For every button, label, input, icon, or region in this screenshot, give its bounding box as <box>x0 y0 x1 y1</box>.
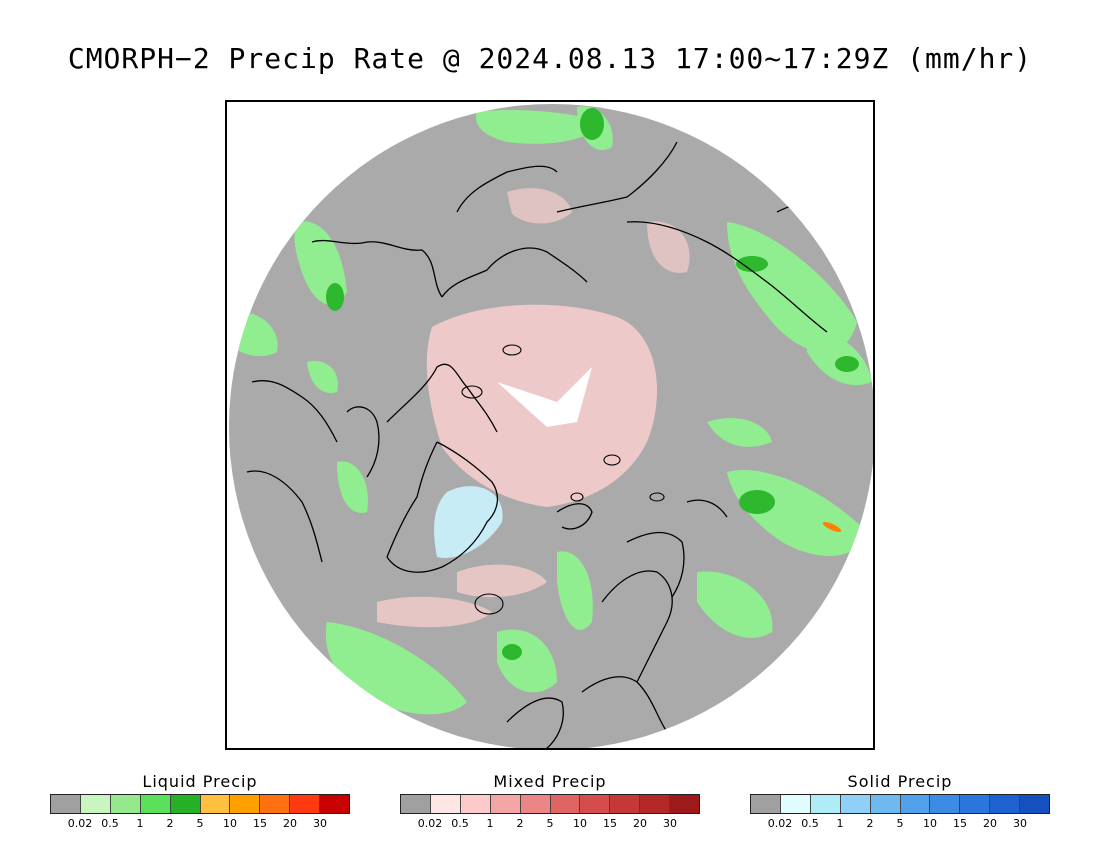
legend-tick-label: 2 <box>166 817 174 830</box>
liquid-precip-core <box>822 521 842 533</box>
legend-tick-label: 20 <box>983 817 997 830</box>
legend-swatch <box>430 795 461 813</box>
legend-tick-label: 30 <box>1013 817 1027 830</box>
legend-liquid-swatches <box>50 794 350 814</box>
legend-mixed: Mixed Precip 0.02 0.5 1 2 5 10 15 20 30 <box>400 772 700 830</box>
legend-swatch <box>140 795 171 813</box>
liquid-precip-region <box>476 110 607 144</box>
legend-tick-label: 0.5 <box>101 817 119 830</box>
legend-tick-label: 10 <box>223 817 237 830</box>
legend-swatch <box>260 795 291 813</box>
liquid-precip-core <box>739 490 775 514</box>
legend-tick-label: 20 <box>633 817 647 830</box>
legend-liquid: Liquid Precip 0.02 0.5 1 2 5 10 15 20 30 <box>50 772 350 830</box>
legend-solid-ticks: 0.02 0.5 1 2 5 10 15 20 30 <box>750 814 1050 830</box>
legend-swatch <box>810 795 841 813</box>
legend-swatch <box>550 795 581 813</box>
legend-tick-label: 2 <box>866 817 874 830</box>
liquid-precip-region <box>337 461 368 513</box>
mixed-precip-region <box>457 564 547 598</box>
legend-tick-label: 10 <box>573 817 587 830</box>
mixed-precip-region <box>647 221 690 273</box>
legend-swatch <box>960 795 991 813</box>
legend-swatch <box>751 795 781 813</box>
legend-tick-label: 0.02 <box>67 817 93 830</box>
mixed-precip-region <box>377 596 492 628</box>
legend-swatch <box>870 795 901 813</box>
legend-tick-label: 1 <box>836 817 844 830</box>
polar-map-frame[interactable] <box>225 100 875 750</box>
legend-swatch <box>110 795 141 813</box>
legend-tick-label: 0.5 <box>801 817 819 830</box>
legend-mixed-title: Mixed Precip <box>493 772 607 791</box>
legend-swatch <box>80 795 111 813</box>
legend-tick-label: 20 <box>283 817 297 830</box>
legend-swatch <box>990 795 1021 813</box>
legend-tick-label: 30 <box>313 817 327 830</box>
polar-map <box>229 104 873 748</box>
liquid-precip-region <box>557 551 593 630</box>
legend-tick-label: 0.02 <box>417 817 443 830</box>
legend-tick-label: 10 <box>923 817 937 830</box>
legend-tick-label: 0.5 <box>451 817 469 830</box>
legend-tick-label: 1 <box>486 817 494 830</box>
mixed-precip-region <box>507 188 572 224</box>
liquid-precip-core <box>835 356 859 372</box>
legend-swatch <box>580 795 611 813</box>
islands <box>461 344 665 615</box>
legend-swatch <box>320 795 350 813</box>
legend-swatch <box>1020 795 1050 813</box>
legend-tick-label: 5 <box>896 817 904 830</box>
liquid-precip-region <box>727 222 857 352</box>
legend-swatch <box>900 795 931 813</box>
legend-swatch <box>170 795 201 813</box>
legend-mixed-swatches <box>400 794 700 814</box>
legend-swatch <box>490 795 521 813</box>
legend-tick-label: 1 <box>136 817 144 830</box>
legend-tick-label: 15 <box>953 817 967 830</box>
legend-swatch <box>640 795 671 813</box>
liquid-precip-region <box>697 571 773 638</box>
legend-tick-label: 0.02 <box>767 817 793 830</box>
legend-swatch <box>51 795 81 813</box>
liquid-precip-region <box>307 361 338 394</box>
legend-tick-label: 15 <box>603 817 617 830</box>
legend-liquid-ticks: 0.02 0.5 1 2 5 10 15 20 30 <box>50 814 350 830</box>
legend-solid: Solid Precip 0.02 0.5 1 2 5 10 15 20 30 <box>750 772 1050 830</box>
legend-swatch <box>230 795 261 813</box>
legend-tick-label: 5 <box>546 817 554 830</box>
legend-swatch <box>520 795 551 813</box>
legend-tick-label: 5 <box>196 817 204 830</box>
legend-swatch <box>200 795 231 813</box>
legend-swatch <box>610 795 641 813</box>
legend-mixed-ticks: 0.02 0.5 1 2 5 10 15 20 30 <box>400 814 700 830</box>
legend-tick-label: 15 <box>253 817 267 830</box>
liquid-precip-core <box>326 283 344 311</box>
legend-swatch <box>930 795 961 813</box>
legend-solid-title: Solid Precip <box>847 772 953 791</box>
legend-solid-swatches <box>750 794 1050 814</box>
legend-swatch <box>840 795 871 813</box>
liquid-precip-core <box>502 644 522 660</box>
map-title: CMORPH−2 Precip Rate @ 2024.08.13 17:00~… <box>67 42 1033 75</box>
liquid-precip-region <box>707 418 772 447</box>
legend-swatch <box>401 795 431 813</box>
liquid-precip-core <box>736 256 768 272</box>
legend-liquid-title: Liquid Precip <box>142 772 258 791</box>
legend-tick-label: 2 <box>516 817 524 830</box>
legend-tick-label: 30 <box>663 817 677 830</box>
pole-no-data-wedge <box>497 367 592 427</box>
solid-precip-region <box>434 486 503 558</box>
legend-swatch <box>780 795 811 813</box>
legend-swatch <box>290 795 321 813</box>
liquid-precip-core <box>580 108 604 140</box>
legend-swatch <box>670 795 700 813</box>
legend-swatch <box>460 795 491 813</box>
